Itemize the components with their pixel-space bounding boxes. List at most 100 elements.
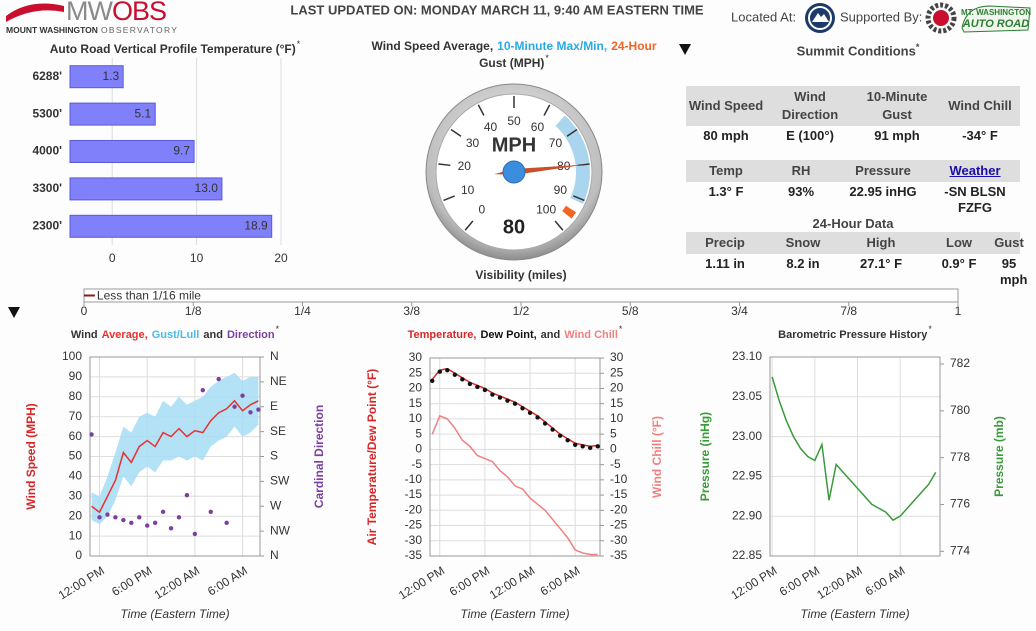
category-label: 4000' xyxy=(32,144,62,158)
x-axis-label: Time (Eastern Time) xyxy=(460,607,569,621)
chart-title: Wind Speed Average, 10-Minute Max/Min, 24-… xyxy=(371,39,656,53)
series-point xyxy=(452,372,458,377)
y2-tick-label: 778 xyxy=(950,450,970,464)
y2-tick-label: -10 xyxy=(610,472,628,486)
title-part: Wind Chill xyxy=(564,329,618,341)
series-line xyxy=(771,376,937,522)
scale-frame xyxy=(83,288,959,303)
logo-swoosh xyxy=(6,3,64,22)
summit-table: Precip Snow High Low Gust 1.11 in 8.2 in 27.1° … xyxy=(686,232,1028,290)
x-tick-label: 5/8 xyxy=(622,304,639,318)
gauge-tick-label: 60 xyxy=(531,120,545,134)
header-text: Pressure xyxy=(855,163,911,178)
series-line xyxy=(91,399,259,514)
table-value: 95 mph xyxy=(1000,256,1028,287)
series-point xyxy=(475,384,480,390)
y2-tick-label: 25 xyxy=(610,365,624,379)
gauge-tick-label: 30 xyxy=(466,136,480,150)
title-part: and xyxy=(541,329,561,341)
located-label: Located At: xyxy=(731,9,796,24)
x-tick-label: 0 xyxy=(109,251,116,265)
gauge-tick xyxy=(477,104,485,116)
table-header: Pressure xyxy=(836,160,930,182)
gust-marker xyxy=(562,205,577,219)
x-tick-label: 6:00 AM xyxy=(205,563,250,598)
bar xyxy=(69,177,223,201)
series-point xyxy=(445,367,450,373)
value-label: 9.7 xyxy=(173,144,190,158)
y2-tick-label: 0 xyxy=(610,442,617,456)
gauge-tick-label: 90 xyxy=(554,183,568,197)
series-point xyxy=(144,523,150,528)
y-tick-label: 10 xyxy=(409,411,423,425)
summit-note: * xyxy=(915,42,920,52)
y2-tick-label: -25 xyxy=(610,518,628,532)
y2-tick-label: S xyxy=(270,449,278,463)
sponsor-gear[interactable] xyxy=(925,2,957,34)
table-value: 1.11 in xyxy=(705,256,745,271)
gauge-tick xyxy=(450,128,462,137)
series-point xyxy=(572,442,578,448)
gauge-tick-label: 40 xyxy=(484,120,498,134)
y2-tick-label: 15 xyxy=(610,396,624,410)
gauge-tick xyxy=(464,220,474,231)
series-point xyxy=(505,398,510,403)
sponsor-logo[interactable]: MT. WASHINGTON AUTO ROAD xyxy=(961,5,1031,33)
y2-axis-label: Cardinal Direction xyxy=(312,405,326,508)
y2-tick-label: NE xyxy=(270,374,287,388)
table-header: Wind Direction xyxy=(766,86,854,126)
series-point xyxy=(176,515,182,520)
logo[interactable]: MWOBS MOUNT WASHINGTON OBSERVATORY xyxy=(6,0,178,35)
chart-title: Visibility (miles) xyxy=(475,268,566,282)
series-point xyxy=(248,410,253,415)
table-value: 22.95 inHG xyxy=(849,184,917,199)
x-tick-label: 12:00 AM xyxy=(814,563,864,602)
series-point xyxy=(482,387,488,393)
series-point xyxy=(168,526,174,531)
category-label: 6288' xyxy=(32,69,62,83)
y-tick-label: -25 xyxy=(405,518,423,532)
header-text: Precip xyxy=(705,235,745,250)
title-part: * xyxy=(276,324,280,334)
header-text: Low xyxy=(946,235,972,250)
collapse-toggle[interactable] xyxy=(8,307,20,318)
x-tick-label: 7/8 xyxy=(840,304,857,318)
title-part: Temperature, xyxy=(408,329,477,341)
y2-tick-label: 10 xyxy=(610,411,624,425)
gauge-tick-label: 100 xyxy=(536,202,556,216)
series-point xyxy=(550,427,555,432)
location-logo[interactable] xyxy=(805,3,835,33)
bar xyxy=(69,102,156,126)
value-label: 13.0 xyxy=(195,181,219,195)
y2-tick-label: 780 xyxy=(950,403,970,417)
table-header: Temp xyxy=(686,160,766,182)
plot-frame xyxy=(89,356,261,557)
header-text: Wind Direction xyxy=(781,89,839,122)
gauge-tick xyxy=(543,104,551,116)
chart-title: Gust (MPH)* xyxy=(479,53,549,70)
y-tick-label: 40 xyxy=(69,469,83,483)
header-text: RH xyxy=(791,163,811,178)
plot-area xyxy=(430,358,600,556)
series-point xyxy=(240,393,245,398)
y-tick-label: 23.05 xyxy=(732,389,762,403)
series-point xyxy=(557,433,563,438)
title-part: Dew Point, xyxy=(480,329,536,341)
supported-label: Supported By: xyxy=(840,9,922,24)
table-header: RH xyxy=(766,160,836,182)
y-tick-label: 70 xyxy=(69,409,83,423)
table-header[interactable]: Weather xyxy=(930,160,1020,182)
series-point xyxy=(89,432,94,437)
value-label: 5.1 xyxy=(135,106,152,120)
weather-link[interactable]: Weather xyxy=(949,163,1001,178)
collapse-toggle[interactable] xyxy=(679,44,691,55)
gauge-unit: MPH xyxy=(492,134,536,156)
x-tick-label: 3/8 xyxy=(403,304,420,318)
x-tick-label: 6:00 AM xyxy=(863,563,908,598)
gauge-value: 80 xyxy=(503,216,525,238)
y-axis-label: Air Temperature/Dew Point (°F) xyxy=(365,369,379,546)
gauge-tick xyxy=(566,128,578,137)
y-tick-label: 0 xyxy=(75,548,82,562)
chart-title: Auto Road Vertical Profile Temperature (… xyxy=(50,39,301,56)
